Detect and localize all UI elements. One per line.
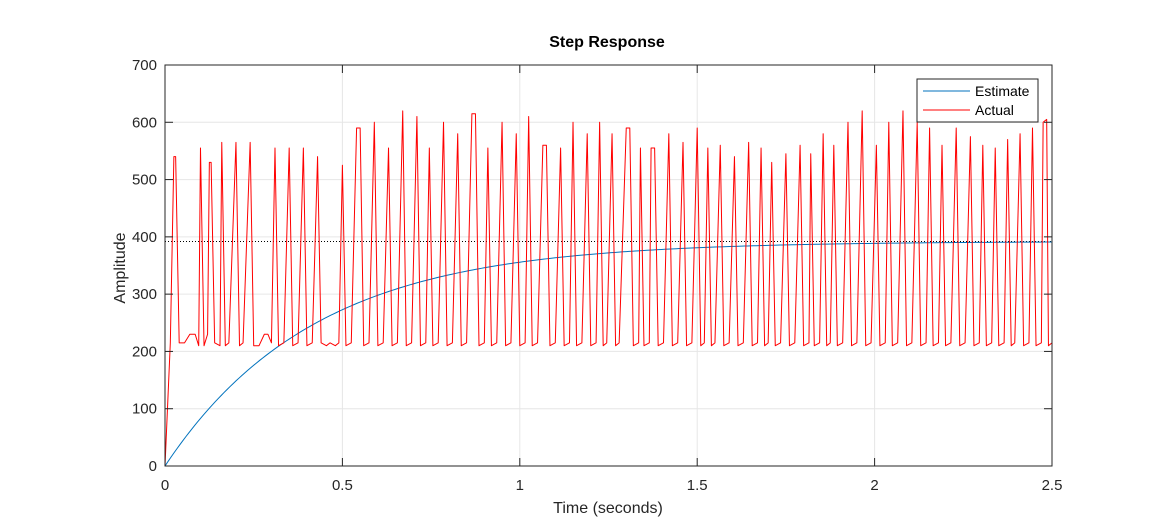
- x-axis-label: Time (seconds): [553, 500, 663, 517]
- series-line-actual: [165, 110, 1052, 466]
- x-tick-label: 1: [516, 477, 524, 494]
- y-tick-label: 200: [132, 343, 157, 360]
- y-tick-label: 400: [132, 229, 157, 246]
- x-tick-label: 2: [870, 477, 878, 494]
- x-tick-label: 0.5: [332, 477, 353, 494]
- y-tick-label: 600: [132, 114, 157, 131]
- x-tick-label: 2.5: [1042, 477, 1063, 494]
- legend: Estimate Actual: [916, 78, 1039, 123]
- y-tick-label: 500: [132, 172, 157, 189]
- y-axis-ticks: 0 100 200 300 400 500 600 700: [132, 57, 1052, 475]
- y-tick-label: 100: [132, 401, 157, 418]
- chart-title: Step Response: [549, 34, 665, 51]
- x-tick-label: 1.5: [687, 477, 708, 494]
- x-tick-label: 0: [161, 477, 169, 494]
- y-tick-label: 300: [132, 286, 157, 303]
- y-tick-label: 700: [132, 57, 157, 74]
- legend-label-actual: Actual: [975, 102, 1014, 118]
- legend-box: [916, 78, 1039, 123]
- plot-frame: [164, 64, 1053, 467]
- y-tick-label: 0: [149, 458, 157, 475]
- y-axis-label: Amplitude: [112, 232, 129, 303]
- x-axis-ticks: 0 0.5 1 1.5 2 2.5: [161, 65, 1063, 494]
- series-group: [165, 110, 1052, 466]
- legend-label-estimate: Estimate: [975, 83, 1030, 99]
